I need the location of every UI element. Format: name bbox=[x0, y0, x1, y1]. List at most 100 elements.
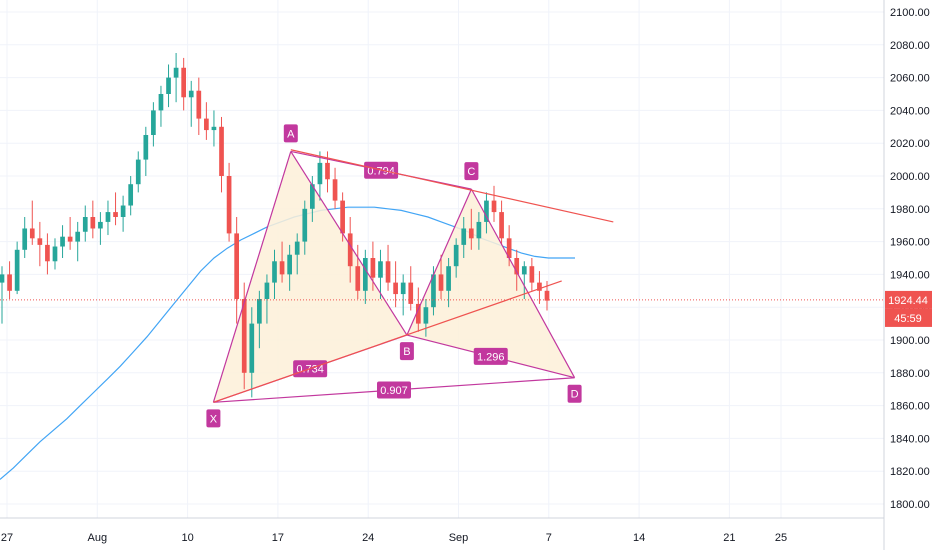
price-tick-label: 1840.00 bbox=[890, 433, 930, 445]
candle-body bbox=[385, 261, 391, 283]
candle-body bbox=[7, 274, 12, 291]
candle-body bbox=[310, 184, 315, 209]
candle-body bbox=[151, 110, 156, 135]
candle-body bbox=[234, 233, 239, 299]
candle-body bbox=[506, 238, 512, 258]
pattern-triangle-xab bbox=[213, 151, 407, 403]
candle-body bbox=[22, 228, 28, 250]
price-tick-label: 2040.00 bbox=[890, 105, 930, 117]
candle-body bbox=[453, 244, 459, 267]
candle-body bbox=[120, 205, 126, 217]
candle-body bbox=[347, 233, 353, 267]
candle-body bbox=[521, 266, 527, 275]
candle-body bbox=[408, 282, 414, 304]
candle-body bbox=[37, 238, 43, 245]
candle-body bbox=[544, 290, 550, 301]
candle-body bbox=[181, 67, 187, 98]
price-tick-label: 1900.00 bbox=[890, 335, 930, 347]
time-tick-label: 27 bbox=[1, 532, 13, 544]
price-tick-label: 1960.00 bbox=[890, 237, 930, 249]
candle-body bbox=[105, 212, 111, 222]
candle-body bbox=[90, 217, 96, 229]
pattern-leg-xa bbox=[212, 151, 292, 403]
candle-body bbox=[529, 266, 535, 283]
candle-body bbox=[446, 266, 451, 291]
candle-body bbox=[135, 159, 141, 185]
candle-body bbox=[287, 254, 292, 275]
candle-body bbox=[302, 208, 308, 242]
current-price-tag-box bbox=[885, 290, 932, 309]
candle-body bbox=[128, 184, 134, 206]
candle-body bbox=[514, 258, 520, 275]
candle-body bbox=[264, 282, 270, 299]
grid bbox=[0, 0, 884, 518]
pattern-point-label: X bbox=[210, 413, 218, 425]
price-tick-label: 1860.00 bbox=[890, 401, 930, 413]
candle-body bbox=[317, 162, 323, 185]
candle-body bbox=[415, 303, 421, 324]
ratio-label: 0.907 bbox=[380, 385, 408, 397]
pattern-leg-bc bbox=[406, 188, 472, 336]
current-price-value: 1924.44 bbox=[888, 295, 928, 307]
trend-line-1 bbox=[290, 149, 614, 223]
candle-body bbox=[14, 249, 20, 291]
candle-body bbox=[219, 126, 224, 176]
candle-body bbox=[113, 212, 118, 217]
candle-timer-box bbox=[885, 308, 932, 327]
pattern-point-label-box bbox=[464, 162, 479, 181]
pattern-point-label-box bbox=[283, 124, 298, 143]
candle-body bbox=[75, 231, 81, 242]
candle-body bbox=[166, 77, 171, 94]
candle-body bbox=[332, 179, 338, 201]
candle-body bbox=[196, 90, 202, 119]
ratio-label-box bbox=[473, 347, 508, 365]
pattern-point-label: A bbox=[287, 128, 295, 140]
candles bbox=[0, 53, 550, 398]
candle-body bbox=[226, 176, 232, 234]
pattern-fill bbox=[213, 151, 575, 403]
candle-body bbox=[400, 282, 406, 295]
pattern-leg-cd bbox=[470, 188, 576, 379]
candle-body bbox=[491, 200, 497, 213]
pattern-point-label: C bbox=[467, 166, 475, 178]
candle-body bbox=[484, 200, 489, 222]
candle-body bbox=[173, 67, 179, 78]
candle-body bbox=[476, 221, 482, 239]
time-tick-label: 25 bbox=[775, 532, 787, 544]
pattern-point-label: B bbox=[403, 346, 410, 358]
pattern-leg-ab bbox=[290, 151, 408, 336]
price-tick-label: 2100.00 bbox=[890, 7, 930, 19]
time-axis[interactable]: 27 Aug 10 17 24 Sep 7 14 21 25 bbox=[0, 517, 884, 544]
ratio-label: 1.296 bbox=[477, 351, 505, 363]
candle-body bbox=[362, 258, 368, 291]
candle-body bbox=[211, 126, 217, 131]
price-tick-label: 1980.00 bbox=[890, 204, 930, 216]
candle-body bbox=[537, 282, 542, 291]
candle-body bbox=[355, 266, 361, 291]
candle-body bbox=[188, 90, 194, 98]
candle-body bbox=[0, 274, 5, 283]
candle-body bbox=[378, 261, 383, 278]
candle-body bbox=[370, 258, 376, 278]
pattern-point-label: D bbox=[571, 389, 579, 401]
pattern-point-label-box bbox=[206, 409, 221, 428]
current-price-tag: 1924.44 45:59 bbox=[0, 290, 932, 327]
candle-body bbox=[461, 228, 467, 245]
time-tick-label: 14 bbox=[633, 532, 645, 544]
candle-body bbox=[423, 307, 429, 324]
trend-lines[interactable] bbox=[213, 149, 614, 403]
price-tick-label: 2080.00 bbox=[890, 40, 930, 52]
pattern-point-label-box bbox=[399, 342, 414, 361]
candle-body bbox=[294, 241, 300, 255]
candle-body bbox=[158, 94, 164, 111]
time-tick-label: Aug bbox=[88, 532, 108, 544]
trend-line-2 bbox=[213, 280, 562, 403]
candle-body bbox=[499, 212, 504, 239]
candle-body bbox=[204, 118, 209, 131]
price-axis[interactable]: 2100.00 2080.00 2060.00 2040.00 2020.00 2000.… bbox=[883, 0, 930, 550]
candle-body bbox=[438, 274, 444, 291]
candle-body bbox=[249, 323, 255, 373]
price-tick-label: 2020.00 bbox=[890, 138, 930, 150]
candle-body bbox=[241, 299, 247, 373]
